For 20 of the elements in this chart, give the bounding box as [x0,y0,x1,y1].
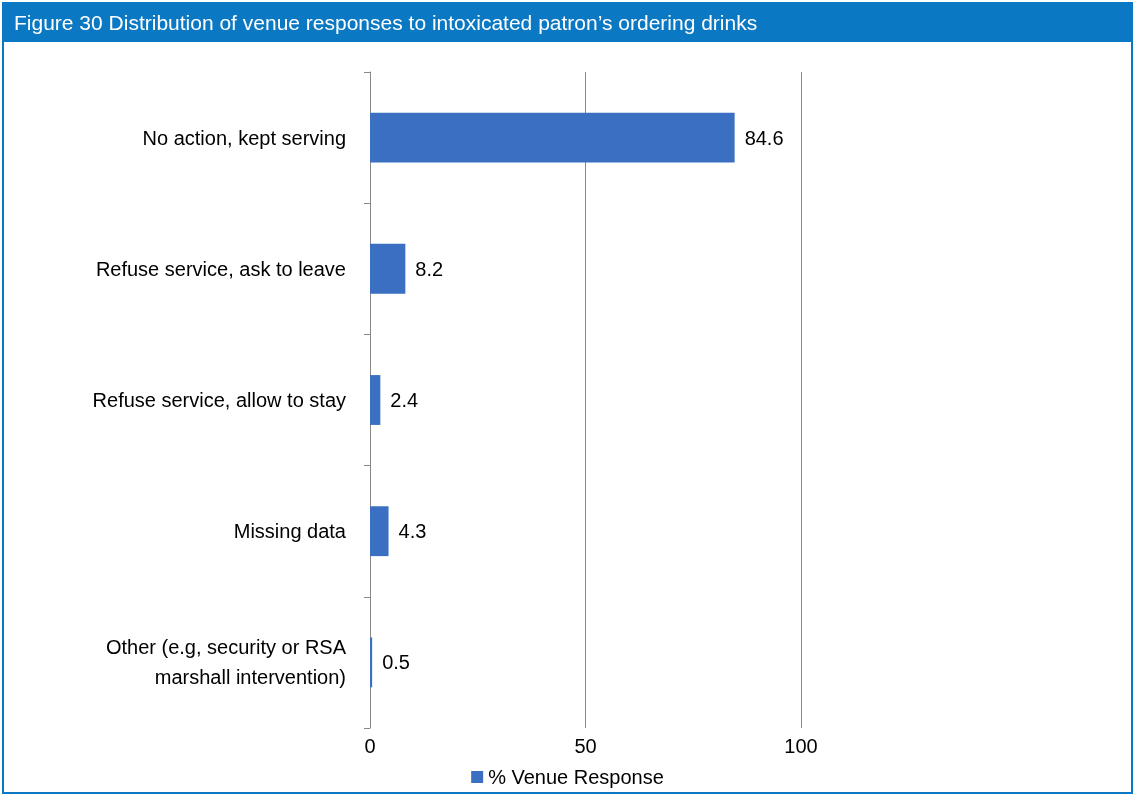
x-tick-label: 50 [574,735,597,757]
data-label: 2.4 [390,389,419,411]
data-label: 84.6 [744,126,784,149]
bar [370,637,373,688]
y-tick-label: Other (e.g, security or RSA marshall intervention) [105,636,347,689]
data-label: 8.2 [415,257,444,280]
x-tick-label: 100 [784,735,818,757]
y-tick-label: Refuse service, allow to stay [92,389,346,411]
y-tick-label: Missing data [233,520,347,543]
bar [370,375,381,425]
bar [370,243,406,294]
chart-title: Figure 30 Distribution of venue responses to intoxicated patron’s ordering drinks [4,4,1131,42]
bar [370,506,389,557]
data-label: 0.5 [382,651,410,674]
y-tick-label: No action, kept serving [142,126,346,149]
bar [370,112,735,163]
legend-label: % Venue Response [488,766,664,788]
y-tick-label: Refuse service, ask to leave [95,257,346,280]
data-label: 4.3 [398,520,427,543]
x-tick-label: 0 [364,735,376,757]
